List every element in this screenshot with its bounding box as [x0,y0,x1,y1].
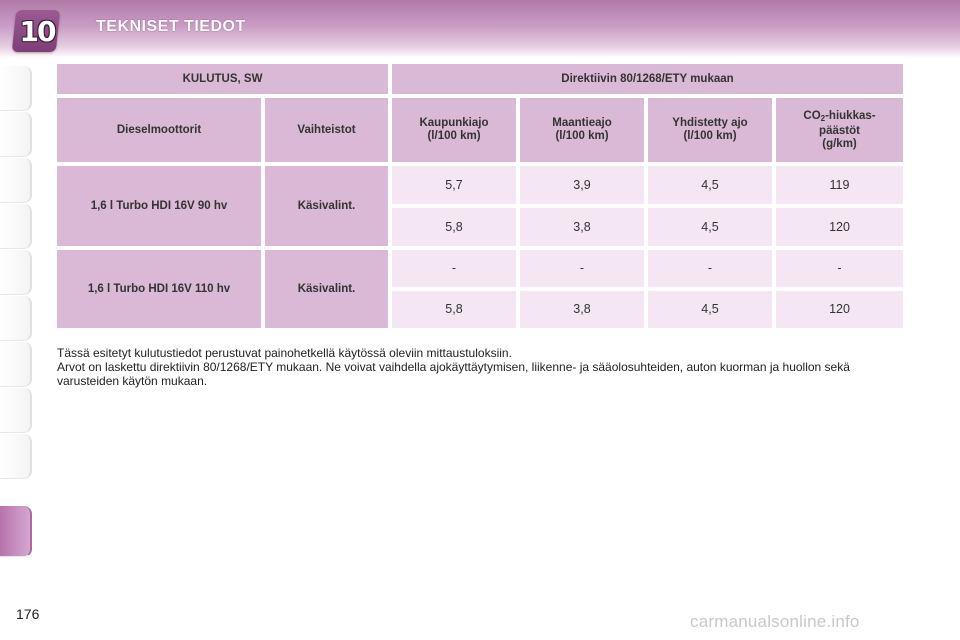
note-line-1: Tässä esitetyt kulutustiedot perustuvat … [57,346,512,360]
column-header-highway-unit: (l/100 km) [555,130,609,142]
row-engine-110hv: 1,6 l Turbo HDI 16V 110 hv [57,250,261,328]
value-cell: 3,9 [520,166,644,204]
co2-suffix: -hiukkas- [825,109,876,122]
value-cell: 120 [776,291,903,328]
chapter-tab[interactable] [0,204,32,249]
column-header-co2-line2: päästöt [819,124,860,137]
chapter-tab-strip [0,66,34,576]
column-header-co2-label: CO2-hiukkas- [803,110,875,125]
column-header-combined-label: Yhdistetty ajo [672,117,748,129]
chapter-tab[interactable] [0,112,32,157]
note-line-2: Arvot on laskettu direktiivin 80/1268/ET… [57,360,850,388]
column-header-city: Kaupunkiajo (l/100 km) [392,98,516,162]
value-cell: 119 [776,166,903,204]
chapter-tab[interactable] [0,342,32,387]
value-cell: - [776,250,903,287]
column-header-co2: CO2-hiukkas- päästöt (g/km) [776,98,903,162]
column-header-co2-unit: (g/km) [822,137,857,150]
notes: Tässä esitetyt kulutustiedot perustuvat … [57,346,907,388]
chapter-tab[interactable] [0,158,32,203]
value-cell: 4,5 [648,166,772,204]
consumption-table: KULUTUS, SW Direktiivin 80/1268/ETY muka… [57,64,903,328]
group-header-directive: Direktiivin 80/1268/ETY mukaan [392,64,903,94]
chapter-header [0,0,960,58]
chapter-tab[interactable] [0,434,32,479]
value-cell: 5,8 [392,291,516,328]
value-cell: 5,8 [392,208,516,246]
row-gearbox-90hv: Käsivalint. [265,166,388,246]
value-cell: 4,5 [648,208,772,246]
column-header-city-label: Kaupunkiajo [419,117,489,129]
page-number: 176 [16,606,40,622]
value-cell: 3,8 [520,291,644,328]
co2-prefix: CO [803,109,821,122]
chapter-tab-active[interactable] [0,506,32,557]
column-header-highway: Maantieajo (l/100 km) [520,98,644,162]
value-cell: 5,7 [392,166,516,204]
chapter-tab[interactable] [0,250,32,295]
value-cell: 3,8 [520,208,644,246]
value-cell: - [392,250,516,287]
row-gearbox-110hv: Käsivalint. [265,250,388,328]
co2-subscript: 2 [820,113,826,123]
column-header-gearbox: Vaihteistot [265,98,388,162]
column-header-city-unit: (l/100 km) [427,130,481,142]
chapter-tab[interactable] [0,66,32,111]
chapter-tab[interactable] [0,296,32,341]
chapter-tab[interactable] [0,388,32,433]
column-header-combined: Yhdistetty ajo (l/100 km) [648,98,772,162]
column-header-highway-label: Maantieajo [552,117,612,129]
page-title: TEKNISET TIEDOT [96,18,246,35]
column-header-engine: Dieselmoottorit [57,98,261,162]
value-cell: 4,5 [648,291,772,328]
column-header-combined-unit: (l/100 km) [683,130,737,142]
value-cell: - [520,250,644,287]
watermark: carmanualsonline.info [690,612,860,631]
chapter-number: 10 [19,15,57,48]
group-header-consumption: KULUTUS, SW [57,64,388,94]
value-cell: 120 [776,208,903,246]
value-cell: - [648,250,772,287]
row-engine-90hv: 1,6 l Turbo HDI 16V 90 hv [57,166,261,246]
